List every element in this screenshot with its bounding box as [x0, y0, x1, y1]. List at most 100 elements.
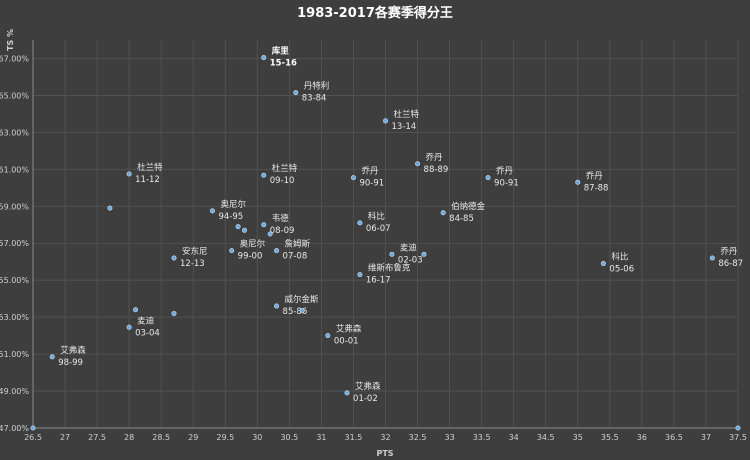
x-tick-label: 31.5: [345, 433, 363, 442]
point-season-label: 87-88: [584, 183, 609, 193]
data-point: 乔丹 86-87: [709, 246, 743, 269]
point-season-label: 90-91: [494, 179, 519, 189]
point-season-label: 99-00: [238, 252, 263, 262]
point-name-label: 科比: [611, 252, 628, 263]
point-marker: [389, 251, 395, 257]
point-season-label: 05-06: [609, 265, 634, 275]
data-point: 库里 15-16: [261, 46, 297, 69]
x-tick-label: 36: [637, 433, 647, 442]
x-tick-label: 27.5: [88, 433, 106, 442]
data-point: 杜兰特 13-14: [382, 109, 420, 132]
point-marker: [261, 55, 267, 61]
data-point: 安东尼 12-13: [171, 246, 208, 269]
point-name-label: 丹特利: [304, 81, 330, 92]
point-name-label: 奥尼尔: [240, 239, 266, 250]
point-marker: [485, 175, 491, 181]
point-name-label: 乔丹: [720, 246, 738, 257]
point-name-label: 艾弗森: [355, 381, 381, 392]
y-axis-label: TS %: [6, 29, 15, 51]
data-point: [299, 308, 305, 314]
point-season-label: 90-91: [359, 179, 384, 189]
x-tick-label: 28.5: [152, 433, 170, 442]
y-tick-label: 53.00%: [0, 313, 29, 322]
point-marker: [357, 220, 363, 226]
data-point: 麦迪 03-04: [126, 315, 160, 338]
point-marker: [209, 208, 215, 214]
point-marker: [350, 175, 356, 181]
point-name-label: 威尔金斯: [285, 294, 320, 305]
data-point: [235, 224, 241, 230]
data-point: [107, 205, 113, 211]
point-season-label: 03-04: [135, 328, 160, 338]
point-season-label: 02-03: [398, 255, 423, 265]
point-marker: [242, 227, 248, 233]
point-season-label: 85-86: [283, 307, 308, 317]
point-marker: [344, 390, 350, 396]
y-axis-ticks: 47.00% 49.00% 51.00% 53.00% 55.00% 57.00% 59.0…: [0, 54, 29, 433]
data-point: 杜兰特 11-12: [126, 162, 163, 185]
point-marker: [440, 210, 446, 216]
x-tick-label: 36.5: [665, 433, 683, 442]
point-marker: [575, 179, 581, 185]
chart-title: 1983-2017各赛季得分王: [297, 5, 453, 21]
x-tick-label: 32.5: [409, 433, 427, 442]
data-points: 库里 15-16 丹特利 83-84 杜兰特 13-14 杜兰特 11-12 杜兰特 09-10 乔…: [30, 46, 743, 431]
point-name-label: 艾弗森: [60, 345, 86, 356]
grid: [32, 40, 739, 429]
data-point: 奥尼尔 94-95: [209, 199, 246, 222]
point-season-label: 88-89: [424, 165, 449, 175]
point-marker: [709, 255, 715, 261]
data-point: 乔丹 88-89: [415, 152, 448, 175]
point-name-label: 维斯布鲁克: [368, 263, 411, 274]
point-marker: [735, 425, 741, 431]
point-marker: [421, 251, 427, 257]
point-marker: [126, 171, 132, 177]
point-marker: [107, 205, 113, 211]
point-season-label: 09-10: [270, 176, 295, 186]
data-point: 乔丹 90-91: [350, 166, 384, 189]
point-name-label: 伯纳德金: [451, 201, 486, 212]
point-name-label: 库里: [272, 46, 290, 57]
data-point: 奥尼尔 99-00: [229, 239, 266, 262]
point-name-label: 科比: [368, 211, 385, 222]
point-marker: [133, 307, 139, 313]
data-point: 艾弗森 00-01: [325, 324, 362, 347]
point-name-label: 詹姆斯: [285, 239, 311, 250]
data-point: [242, 227, 248, 233]
point-season-label: 83-84: [302, 94, 327, 104]
x-tick-label: 34: [509, 433, 519, 442]
point-season-label: 98-99: [58, 358, 83, 368]
point-name-label: 奥尼尔: [220, 199, 246, 210]
data-point: [421, 251, 427, 257]
point-season-label: 11-12: [135, 175, 160, 185]
point-season-label: 12-13: [180, 259, 205, 269]
x-tick-label: 33.5: [473, 433, 491, 442]
x-tick-label: 35: [573, 433, 583, 442]
x-tick-label: 35.5: [601, 433, 619, 442]
point-marker: [357, 272, 363, 278]
point-name-label: 韦德: [272, 213, 290, 224]
point-season-label: 86-87: [718, 259, 743, 269]
data-point: 艾弗森 01-02: [344, 381, 381, 404]
x-tick-label: 28: [124, 433, 134, 442]
point-name-label: 杜兰特: [394, 109, 420, 120]
point-marker: [382, 118, 388, 124]
data-point: 杜兰特 09-10: [261, 163, 298, 186]
point-season-label: 08-09: [270, 226, 295, 236]
x-tick-label: 27: [60, 433, 70, 442]
point-marker: [293, 90, 299, 96]
x-tick-label: 31: [316, 433, 326, 442]
data-point: 詹姆斯 07-08: [274, 239, 311, 262]
data-point: 麦迪 02-03: [389, 242, 423, 265]
point-season-label: 84-85: [449, 214, 474, 224]
y-tick-label: 65.00%: [0, 91, 29, 100]
y-tick-label: 51.00%: [0, 350, 29, 359]
x-tick-label: 29: [188, 433, 198, 442]
point-season-label: 01-02: [353, 394, 378, 404]
point-name-label: 艾弗森: [336, 324, 362, 335]
x-axis-ticks: 26.5 27 27.5 28 28.5 29 29.5 30 30.5 31 31.5 32 32.5…: [24, 433, 747, 442]
x-tick-label: 37.5: [729, 433, 747, 442]
y-tick-label: 47.00%: [0, 424, 29, 433]
point-marker: [600, 261, 606, 267]
y-tick-label: 61.00%: [0, 165, 29, 174]
